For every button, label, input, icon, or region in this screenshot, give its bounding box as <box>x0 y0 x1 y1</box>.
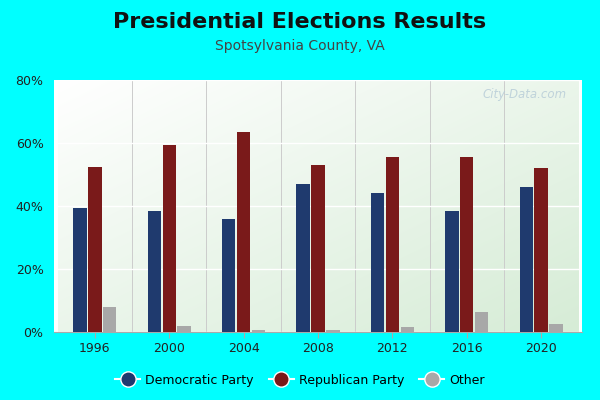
Bar <box>401 327 414 332</box>
Bar <box>222 218 235 332</box>
Bar <box>311 165 325 332</box>
Text: Spotsylvania County, VA: Spotsylvania County, VA <box>215 39 385 53</box>
Bar <box>460 157 473 332</box>
Legend: Democratic Party, Republican Party, Other: Democratic Party, Republican Party, Othe… <box>110 369 490 392</box>
Bar <box>252 330 265 332</box>
Bar <box>475 312 488 332</box>
Bar <box>386 157 399 332</box>
Text: City-Data.com: City-Data.com <box>482 88 566 100</box>
Bar <box>296 184 310 332</box>
Bar <box>237 132 250 332</box>
Bar <box>88 167 101 332</box>
Bar <box>73 208 87 332</box>
Bar <box>445 211 458 332</box>
Bar <box>371 193 384 332</box>
Bar <box>103 307 116 332</box>
Bar <box>549 324 563 332</box>
Bar <box>178 326 191 332</box>
Bar <box>148 211 161 332</box>
Text: Presidential Elections Results: Presidential Elections Results <box>113 12 487 32</box>
Bar <box>163 144 176 332</box>
Bar <box>326 330 340 332</box>
Bar <box>520 187 533 332</box>
Bar <box>535 168 548 332</box>
